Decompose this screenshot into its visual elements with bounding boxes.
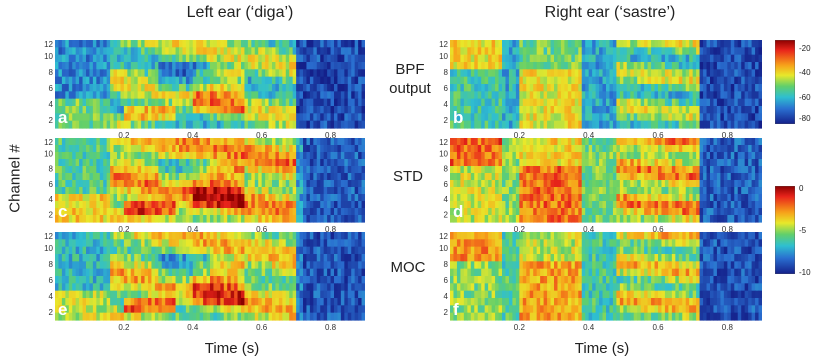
panel-letter: b xyxy=(453,108,463,127)
y-tick-label: 8 xyxy=(444,165,449,174)
colorbar-top-tick-4: -80 xyxy=(799,114,811,123)
y-tick-label: 12 xyxy=(439,40,448,49)
y-tick-label: 2 xyxy=(49,210,54,219)
y-tick-label: 8 xyxy=(444,68,449,77)
x-tick-label: 0.6 xyxy=(256,131,268,140)
row-label-std: STD xyxy=(393,168,423,185)
heatmap-panel-e: 12 10 8 6 4 2 0.2 0.4 0.6 0.8 e xyxy=(43,232,365,334)
colorbar-top-gradient xyxy=(774,39,796,125)
x-tick-label: 0.2 xyxy=(118,323,130,332)
y-tick-label: 10 xyxy=(439,149,448,158)
heatmap-cells-b xyxy=(450,40,762,129)
y-tick-label: 10 xyxy=(44,149,53,158)
colorbar-bottom-tick-2: -5 xyxy=(799,226,807,235)
y-tick-label: 12 xyxy=(44,232,53,241)
panel-letter: c xyxy=(58,202,67,221)
heatmap-cells-c xyxy=(55,138,365,223)
y-tick-label: 6 xyxy=(49,180,54,189)
colorbar-top-tick-2: -40 xyxy=(799,68,811,77)
y-tick-label: 6 xyxy=(444,180,449,189)
x-tick-label: 0.8 xyxy=(722,131,734,140)
x-tick-label: 0.6 xyxy=(652,225,664,234)
y-tick-label: 2 xyxy=(444,210,449,219)
y-axis-label: Channel # xyxy=(6,144,24,213)
y-tick-label: 6 xyxy=(444,276,449,285)
panel-letter: a xyxy=(58,108,68,127)
colorbar-bottom-tick-1: 0 xyxy=(799,184,804,193)
x-tick-label: 0.6 xyxy=(652,131,664,140)
y-tick-label: 4 xyxy=(444,292,449,301)
x-tick-label: 0.2 xyxy=(514,323,526,332)
x-tick-label: 0.2 xyxy=(118,225,130,234)
x-tick-label: 0.4 xyxy=(187,225,199,234)
heatmap-panel-a: 12 10 8 6 4 2 0.2 0.4 0.6 0.8 a xyxy=(43,40,365,142)
y-tick-label: 10 xyxy=(439,244,448,253)
row-label-moc: MOC xyxy=(390,259,426,276)
y-tick-label: 4 xyxy=(444,100,449,109)
y-tick-label: 8 xyxy=(444,260,449,269)
x-tick-label: 0.2 xyxy=(118,131,130,140)
y-tick-label: 8 xyxy=(49,260,54,269)
y-tick-label: 8 xyxy=(49,165,54,174)
x-tick-label: 0.6 xyxy=(652,323,664,332)
x-tick-label: 0.8 xyxy=(325,225,337,234)
y-tick-label: 4 xyxy=(444,195,449,204)
heatmap-panel-f: 12 10 8 6 4 2 0.2 0.4 0.6 0.8 f xyxy=(438,232,762,334)
colorbar-top-tick-3: -60 xyxy=(799,93,811,102)
colorbar-top xyxy=(774,39,796,125)
heatmap-panel-c: 12 10 8 6 4 2 0.2 0.4 0.6 0.8 c xyxy=(43,138,365,236)
y-tick-label: 10 xyxy=(44,244,53,253)
x-tick-label: 0.8 xyxy=(722,323,734,332)
y-tick-label: 4 xyxy=(49,195,54,204)
heatmap-cells-f xyxy=(450,232,762,321)
x-tick-label: 0.4 xyxy=(187,323,199,332)
x-tick-label: 0.2 xyxy=(514,225,526,234)
x-tick-label: 0.6 xyxy=(256,323,268,332)
x-tick-label: 0.4 xyxy=(583,131,595,140)
x-tick-label: 0.6 xyxy=(256,225,268,234)
x-tick-label: 0.8 xyxy=(722,225,734,234)
y-tick-label: 2 xyxy=(444,116,449,125)
heatmap-panel-b: 12 10 8 6 4 2 0.2 0.4 0.6 0.8 b xyxy=(438,40,762,142)
panel-letter: f xyxy=(453,300,459,319)
x-axis-label-right: Time (s) xyxy=(574,340,630,357)
y-tick-label: 10 xyxy=(44,52,53,61)
heatmap-panel-d: 12 10 8 6 4 2 0.2 0.4 0.6 0.8 d xyxy=(438,138,762,236)
heatmap-cells-e xyxy=(55,232,365,321)
colorbar-bottom-tick-3: -10 xyxy=(799,268,811,277)
x-tick-label: 0.4 xyxy=(583,323,595,332)
y-tick-label: 2 xyxy=(444,308,449,317)
y-tick-label: 6 xyxy=(444,84,449,93)
row-label-bpf-line2: output xyxy=(389,80,431,97)
panel-letter: e xyxy=(58,300,67,319)
heatmap-cells-a xyxy=(55,40,365,129)
y-tick-label: 12 xyxy=(44,138,53,147)
right-column-title: Right ear (‘sastre’) xyxy=(544,4,676,21)
y-tick-label: 6 xyxy=(49,84,54,93)
x-tick-label: 0.2 xyxy=(514,131,526,140)
y-tick-label: 4 xyxy=(49,292,54,301)
y-tick-label: 10 xyxy=(439,52,448,61)
y-tick-label: 12 xyxy=(439,138,448,147)
x-tick-label: 0.4 xyxy=(583,225,595,234)
row-label-bpf: BPF output xyxy=(370,60,450,98)
heatmap-cells-d xyxy=(450,138,762,223)
y-tick-label: 8 xyxy=(49,68,54,77)
left-column-title: Left ear (‘diga’) xyxy=(186,4,294,21)
y-tick-label: 2 xyxy=(49,116,54,125)
y-tick-label: 2 xyxy=(49,308,54,317)
y-tick-label: 4 xyxy=(49,100,54,109)
y-tick-label: 12 xyxy=(439,232,448,241)
colorbar-bottom xyxy=(774,185,796,275)
x-tick-label: 0.4 xyxy=(187,131,199,140)
x-tick-label: 0.8 xyxy=(325,131,337,140)
y-tick-label: 6 xyxy=(49,276,54,285)
x-tick-label: 0.8 xyxy=(325,323,337,332)
x-axis-label-left: Time (s) xyxy=(204,340,260,357)
colorbar-bottom-gradient xyxy=(774,185,796,275)
panel-letter: d xyxy=(453,202,463,221)
y-tick-label: 12 xyxy=(44,40,53,49)
row-label-bpf-line1: BPF xyxy=(395,61,425,78)
colorbar-top-tick-1: -20 xyxy=(799,44,811,53)
